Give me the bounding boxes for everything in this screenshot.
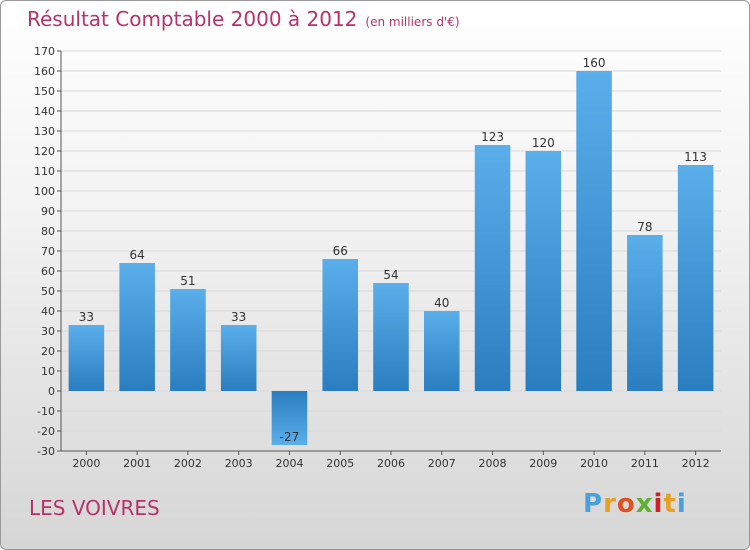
data-label-2003: 33 [231,310,246,324]
data-label-2001: 64 [130,248,145,262]
logo-letter: t [663,489,677,519]
bar-2009 [525,151,562,391]
y-tick-label: 140 [34,105,55,118]
y-tick-label: 10 [41,365,55,378]
x-tick-label-2003: 2003 [225,457,253,470]
bar-2006 [373,283,409,391]
logo-letter: x [635,489,654,519]
x-tick-label-2001: 2001 [123,457,151,470]
bar-layer [68,71,714,445]
y-tick-label: 160 [34,65,55,78]
data-label-2005: 66 [333,244,348,258]
y-tick-label: 40 [41,305,55,318]
y-tick-label: -10 [37,405,55,418]
data-label-2007: 40 [434,296,449,310]
y-tick-label: 170 [34,45,55,58]
x-tick-label-2011: 2011 [631,457,659,470]
data-label-2006: 54 [383,268,398,282]
y-tick-label: 130 [34,125,55,138]
chart-subtitle: (en milliers d'€) [365,15,460,29]
label-layer: 33 64 51 33 -27 66 54 40 123 120 160 78 113 [79,56,707,444]
y-tick-label: 90 [41,205,55,218]
chart-title: Résultat Comptable 2000 à 2012 (en millie… [27,7,460,31]
data-label-2011: 78 [637,220,652,234]
bar-2000 [68,325,105,391]
data-label-2008: 123 [481,130,504,144]
logo-letter: P [583,489,604,519]
bar-2001 [119,263,155,391]
x-tick-label-2006: 2006 [377,457,405,470]
data-label-2010: 160 [583,56,606,70]
y-tick-label: 80 [41,225,55,238]
logo-letter: r [603,489,617,519]
bar-2010 [576,71,612,391]
y-tick-label: 20 [41,345,55,358]
x-tick-label-2008: 2008 [479,457,507,470]
data-label-2012: 113 [684,150,707,164]
logo-letter: i [653,489,664,519]
bar-2011 [627,235,663,391]
y-tick-label: -30 [37,445,55,458]
y-tick-label: 150 [34,85,55,98]
bar-2012 [677,165,714,391]
x-tick-label-2012: 2012 [682,457,710,470]
logo-letter: o [616,489,636,519]
y-tick-label: 70 [41,245,55,258]
y-tick-label: 110 [34,165,55,178]
bar-2003 [220,325,257,391]
place-name: LES VOIVRES [29,496,160,520]
data-label-2002: 51 [180,274,195,288]
y-tick-label: 60 [41,265,55,278]
proxiti-logo: Proxiti [583,489,687,519]
axis-layer: -30 -20 -10 0 10 20 30 40 50 60 70 80 90 100 110 120 130… [34,45,721,470]
data-label-2009: 120 [532,136,555,150]
chart-title-text: Résultat Comptable 2000 à 2012 [27,7,358,31]
bar-2002 [170,289,206,391]
y-tick-label: -20 [37,425,55,438]
y-tick-label: 100 [34,185,55,198]
bar-2007 [424,311,460,391]
y-tick-label: 30 [41,325,55,338]
bar-2004 [271,391,308,445]
x-tick-label-2002: 2002 [174,457,202,470]
x-tick-label-2004: 2004 [275,457,303,470]
x-tick-label-2000: 2000 [72,457,100,470]
y-tick-label: 50 [41,285,55,298]
bar-2005 [322,259,358,391]
data-label-2004: -27 [280,430,300,444]
x-tick-label-2007: 2007 [428,457,456,470]
x-tick-label-2005: 2005 [326,457,354,470]
logo-letter: i [676,489,687,519]
bar-2008 [474,145,511,391]
y-tick-label: 0 [48,385,55,398]
data-label-2000: 33 [79,310,94,324]
x-tick-label-2010: 2010 [580,457,608,470]
y-tick-label: 120 [34,145,55,158]
x-tick-label-2009: 2009 [529,457,557,470]
